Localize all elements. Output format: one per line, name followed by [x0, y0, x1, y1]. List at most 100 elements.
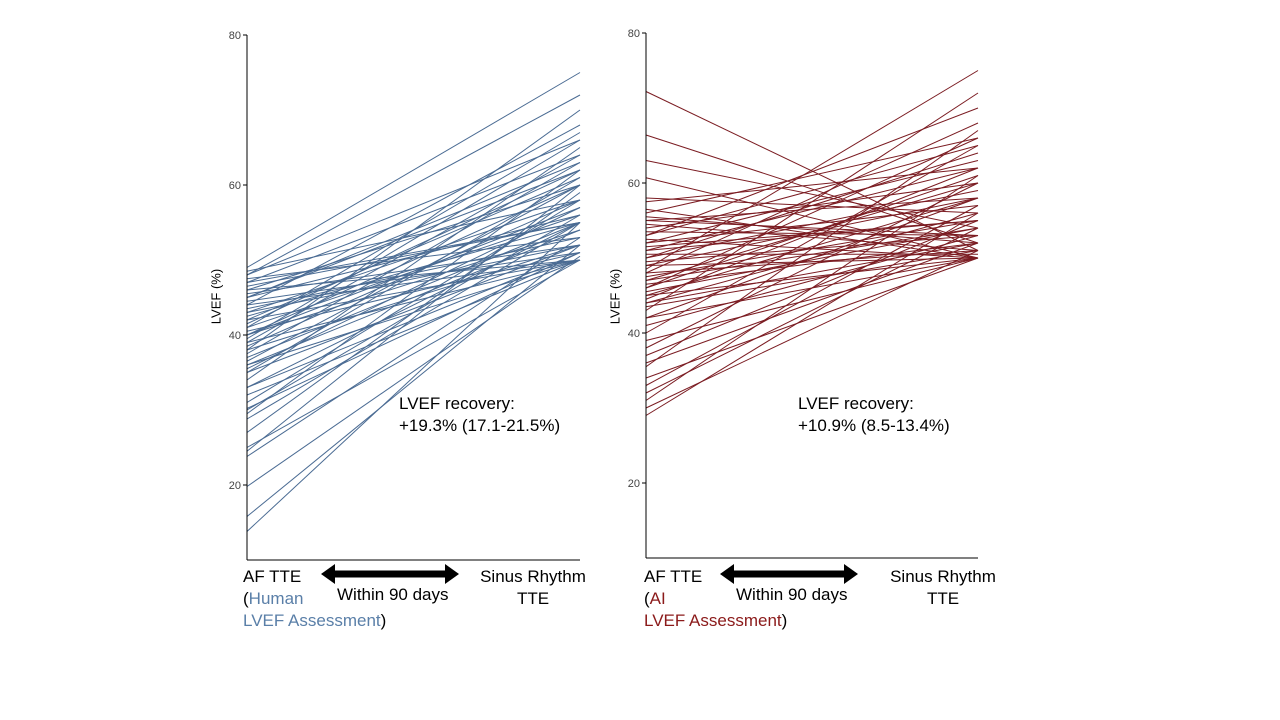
within-days-label-left: Within 90 days [337, 585, 449, 604]
series-line [645, 145, 979, 334]
y-tick-label: 80 [628, 28, 640, 40]
y-axis-label-right: LVEF (%) [607, 268, 623, 325]
af-tte-label-left: AF TTE [243, 567, 302, 586]
series-line [645, 137, 979, 214]
series-line [246, 139, 581, 276]
series-line [246, 214, 581, 411]
series-line [645, 91, 979, 251]
sinus-rhythm-label-right: Sinus Rhythm [890, 567, 996, 586]
series-line [246, 237, 581, 280]
series-line [246, 207, 581, 336]
series-line [645, 250, 979, 308]
series-line [246, 72, 581, 268]
series-line [645, 177, 979, 259]
y-tick-label: 20 [628, 478, 640, 490]
series-line [645, 160, 979, 229]
series-line [246, 154, 581, 343]
ai-label: AI [649, 589, 666, 608]
series-line [645, 197, 979, 319]
series-line [645, 167, 979, 300]
x-caption-sinus-left: Sinus Rhythm TTE [470, 566, 596, 610]
y-tick-label: 80 [229, 30, 241, 42]
series-line [246, 252, 581, 409]
chart-panel-right: 20 40 60 80 [628, 28, 979, 584]
x-caption-af-right: AF TTE (AI LVEF Assessment) [644, 566, 787, 632]
y-tick-label: 40 [229, 330, 241, 342]
series-line [645, 242, 979, 304]
series-line [246, 207, 581, 370]
series-line [645, 227, 979, 293]
series-line [246, 222, 581, 388]
series-line [645, 250, 979, 409]
series-line [246, 252, 581, 332]
double-arrow-icon [720, 564, 858, 584]
series-line [645, 223, 979, 251]
y-axis-label-left: LVEF (%) [208, 268, 224, 325]
series-line [645, 235, 979, 326]
series-line [246, 252, 581, 388]
series-line [246, 169, 581, 325]
series-line [645, 257, 979, 296]
series-line [645, 212, 979, 416]
x-caption-af-left: AF TTE (Human LVEF Assessment) [243, 566, 386, 632]
series-line [645, 137, 979, 289]
series-line [246, 139, 581, 340]
tte-label-right: TTE [926, 589, 960, 608]
y-tick-label: 60 [229, 180, 241, 192]
series-line [246, 184, 581, 452]
open-paren-left: ( [243, 589, 249, 608]
series-line [645, 175, 979, 289]
series-line [645, 257, 979, 319]
close-paren-right: ) [781, 611, 788, 630]
series-line [246, 252, 581, 302]
chart-panel-left: 20 40 60 80 [229, 30, 581, 584]
series-line [645, 220, 979, 236]
series-line [645, 197, 979, 296]
recovery-annotation-left: LVEF recovery: +19.3% (17.1-21.5%) [399, 393, 560, 437]
series-line [246, 162, 581, 298]
af-tte-label-right: AF TTE [644, 567, 703, 586]
recovery-title-right: LVEF recovery: [798, 394, 914, 413]
series-line [246, 244, 581, 517]
series-line [246, 259, 581, 396]
series-line [246, 244, 581, 373]
series-line [645, 242, 979, 364]
series-line [645, 220, 979, 251]
series-line [645, 205, 979, 386]
series-line [246, 229, 581, 366]
lvef-assessment-label-right: LVEF Assessment [644, 611, 782, 630]
x-caption-sinus-right: Sinus Rhythm TTE [880, 566, 1006, 610]
recovery-annotation-right: LVEF recovery: +10.9% (8.5-13.4%) [798, 393, 950, 437]
tte-label-left: TTE [516, 589, 550, 608]
series-line [246, 255, 581, 487]
assessment-type-right: (AI [644, 588, 787, 610]
series-line [246, 94, 581, 276]
recovery-value-left: +19.3% (17.1-21.5%) [399, 416, 561, 435]
series-line [246, 184, 581, 291]
recovery-value-right: +10.9% (8.5-13.4%) [798, 416, 950, 435]
series-line [645, 227, 979, 281]
series-line [645, 257, 979, 379]
series-line [645, 167, 979, 251]
sinus-rhythm-label-left: Sinus Rhythm [480, 567, 586, 586]
human-label: Human [248, 589, 304, 608]
series-line [645, 167, 979, 203]
series-line [645, 182, 979, 349]
recovery-title-left: LVEF recovery: [399, 394, 515, 413]
assessment-line-left: LVEF Assessment) [243, 610, 386, 632]
series-line [246, 177, 581, 373]
y-tick-label: 20 [229, 480, 241, 492]
series-line [246, 222, 581, 283]
series-line [246, 244, 581, 295]
double-arrow-icon [321, 564, 459, 584]
assessment-type-left: (Human [243, 588, 386, 610]
series-line [246, 199, 581, 272]
series-line [645, 190, 979, 259]
series-line [645, 122, 979, 274]
within-days-label-right: Within 90 days [736, 585, 848, 604]
series-line [246, 154, 581, 283]
series-line [645, 70, 979, 270]
series-line [645, 257, 979, 341]
